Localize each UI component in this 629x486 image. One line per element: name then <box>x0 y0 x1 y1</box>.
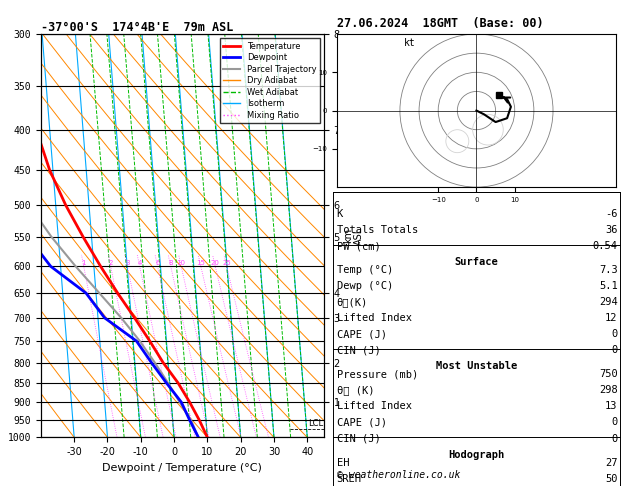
Text: CAPE (J): CAPE (J) <box>337 330 386 339</box>
Text: 0.54: 0.54 <box>593 241 618 251</box>
Text: -37°00'S  174°4B'E  79m ASL: -37°00'S 174°4B'E 79m ASL <box>41 21 233 34</box>
Text: θᴇ (K): θᴇ (K) <box>337 385 374 396</box>
Text: Surface: Surface <box>455 257 498 267</box>
Text: 3: 3 <box>125 260 130 266</box>
Text: 0: 0 <box>611 346 618 355</box>
Legend: Temperature, Dewpoint, Parcel Trajectory, Dry Adiabat, Wet Adiabat, Isotherm, Mi: Temperature, Dewpoint, Parcel Trajectory… <box>220 38 320 123</box>
Text: PW (cm): PW (cm) <box>337 241 381 251</box>
Text: K: K <box>337 209 343 219</box>
Text: 750: 750 <box>599 369 618 380</box>
Text: 13: 13 <box>605 401 618 412</box>
Text: 0: 0 <box>611 330 618 339</box>
Text: 0: 0 <box>611 417 618 428</box>
Text: 15: 15 <box>196 260 205 266</box>
Text: Lifted Index: Lifted Index <box>337 401 411 412</box>
Text: Lifted Index: Lifted Index <box>337 313 411 323</box>
Text: 294: 294 <box>599 297 618 307</box>
Text: 5.1: 5.1 <box>599 281 618 291</box>
Text: 50: 50 <box>605 474 618 484</box>
Text: 2: 2 <box>108 260 113 266</box>
Text: Most Unstable: Most Unstable <box>436 362 517 371</box>
Text: 298: 298 <box>599 385 618 396</box>
Text: 27: 27 <box>605 458 618 468</box>
Text: 36: 36 <box>605 225 618 235</box>
Text: 20: 20 <box>211 260 220 266</box>
Text: 0: 0 <box>611 434 618 444</box>
Text: Temp (°C): Temp (°C) <box>337 265 392 275</box>
Text: kt: kt <box>404 37 416 48</box>
Text: 12: 12 <box>605 313 618 323</box>
Y-axis label: hPa: hPa <box>0 226 2 246</box>
Text: Pressure (mb): Pressure (mb) <box>337 369 418 380</box>
Text: LCL: LCL <box>308 419 323 428</box>
Text: θᴇ(K): θᴇ(K) <box>337 297 368 307</box>
Text: Dewp (°C): Dewp (°C) <box>337 281 392 291</box>
Text: 6: 6 <box>155 260 160 266</box>
X-axis label: Dewpoint / Temperature (°C): Dewpoint / Temperature (°C) <box>103 463 262 473</box>
Text: SREH: SREH <box>337 474 362 484</box>
Text: 25: 25 <box>222 260 231 266</box>
Text: CIN (J): CIN (J) <box>337 346 381 355</box>
Text: 8: 8 <box>169 260 173 266</box>
Text: Totals Totals: Totals Totals <box>337 225 418 235</box>
Y-axis label: km
ASL: km ASL <box>343 226 364 245</box>
Text: CAPE (J): CAPE (J) <box>337 417 386 428</box>
Text: © weatheronline.co.uk: © weatheronline.co.uk <box>337 470 460 480</box>
Text: Hodograph: Hodograph <box>448 450 504 460</box>
Text: 7.3: 7.3 <box>599 265 618 275</box>
Text: EH: EH <box>337 458 349 468</box>
Text: 10: 10 <box>177 260 186 266</box>
Text: 1: 1 <box>82 260 86 266</box>
Text: 4: 4 <box>138 260 142 266</box>
Text: -6: -6 <box>605 209 618 219</box>
Text: 27.06.2024  18GMT  (Base: 00): 27.06.2024 18GMT (Base: 00) <box>337 17 543 30</box>
Text: CIN (J): CIN (J) <box>337 434 381 444</box>
